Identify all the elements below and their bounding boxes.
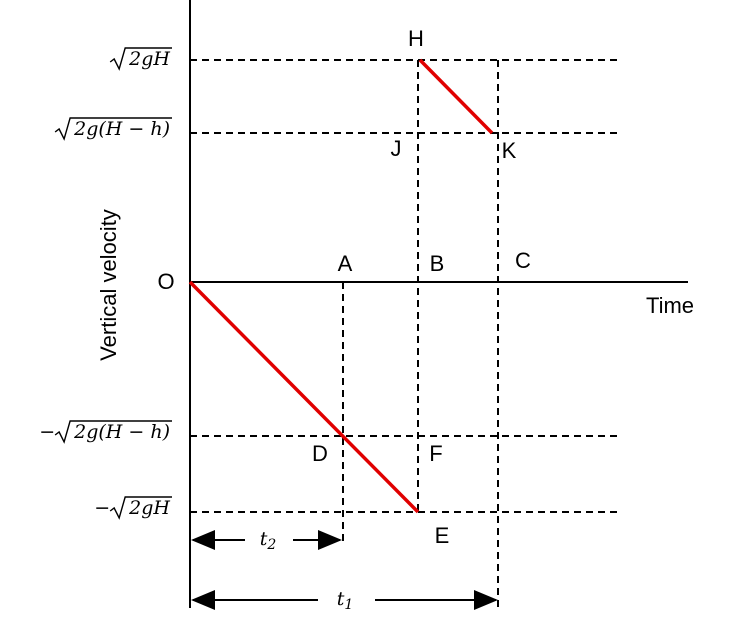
radical-sign [54,117,172,141]
x-axis-label: Time [646,293,694,318]
velocity-line [418,58,494,135]
point-label: F [429,441,442,466]
level-sign: − [94,497,110,519]
level-label: 2g(H − h) [73,118,170,140]
velocity-line [188,280,420,514]
level-sign: − [39,421,55,443]
point-label: A [338,251,353,276]
level-label: 2gH [128,497,170,519]
interval-label: t2 [260,528,277,553]
point-label: D [312,441,328,466]
radical-sign [54,420,172,444]
point-label: J [391,136,402,161]
level-label: 2g(H − h) [73,421,170,443]
interval-label: t1 [337,588,354,613]
point-label: B [430,251,445,276]
point-label: K [502,138,517,163]
level-label: 2gH [128,48,170,70]
radical-sign [109,496,172,520]
radical-sign [109,47,172,71]
point-label: H [408,26,424,51]
point-label: E [435,523,450,548]
point-label: C [515,248,531,273]
y-axis-label: Vertical velocity [96,209,121,361]
origin-label: O [157,269,174,294]
